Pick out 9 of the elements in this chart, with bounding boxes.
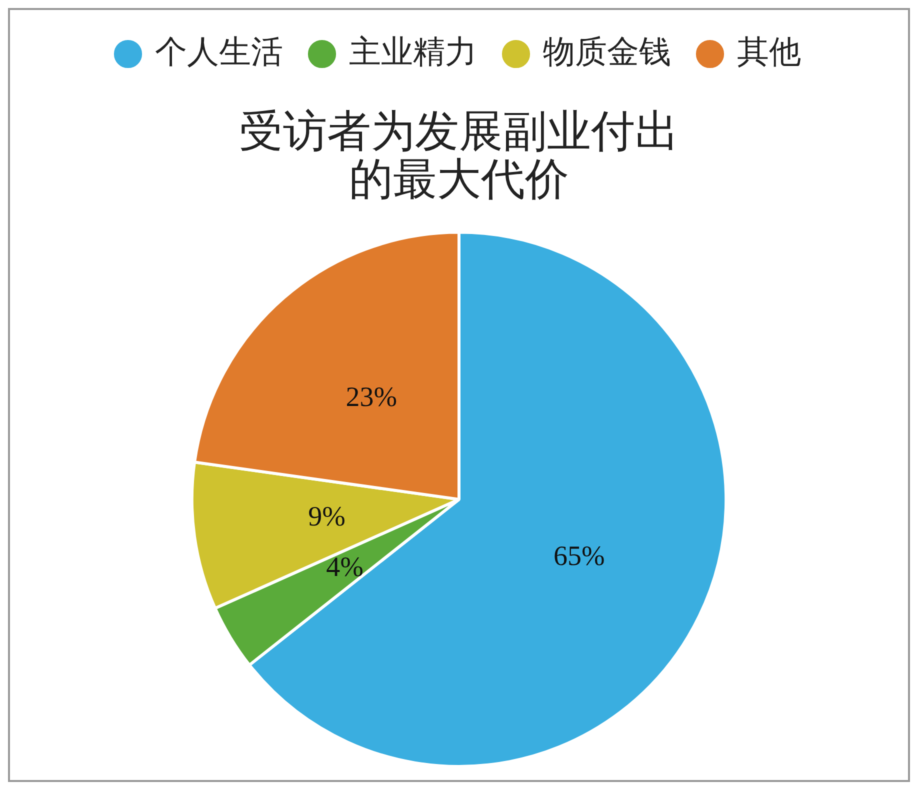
legend-label: 主业精力 (349, 33, 477, 70)
data-label: 9% (308, 501, 346, 532)
legend-label: 其他 (737, 33, 801, 70)
data-label: 23% (346, 382, 398, 413)
legend-label: 个人生活 (155, 33, 283, 70)
data-label: 4% (326, 552, 364, 583)
legend-label: 物质金钱 (543, 33, 671, 70)
data-label: 65% (554, 540, 605, 572)
text: 受访者为发展副业付出的最大代价 (239, 106, 679, 204)
